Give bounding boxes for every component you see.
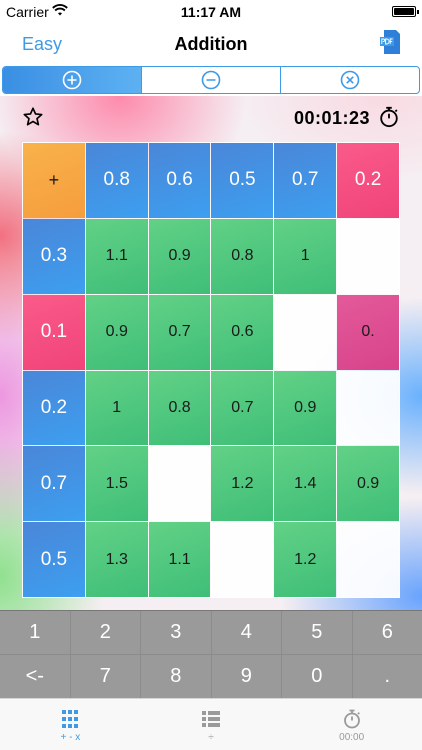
row-header: 0.7 (23, 446, 85, 522)
answer-input-cell[interactable] (337, 370, 399, 446)
number-keypad: 1 2 3 4 5 6 <- 7 8 9 0. (0, 610, 422, 698)
operator-cell: + (23, 143, 85, 218)
answer-input-cell[interactable] (337, 522, 399, 597)
wifi-icon (52, 3, 68, 20)
operation-selector (2, 66, 420, 94)
key-2[interactable]: 2 (70, 611, 140, 654)
tab-bar: + - x ÷ 00:00 (0, 698, 422, 750)
game-board: 00:01:23 +0.8 0.6 0.5 0.7 0.2 0.3 1.1 0.9 0.8 1 0.… (0, 96, 422, 610)
page-title: Addition (174, 34, 248, 54)
tab-timer[interactable]: 00:00 (281, 699, 422, 750)
row-header: 0.5 (23, 522, 85, 597)
key-3[interactable]: 3 (141, 611, 211, 654)
answer-cell: 1.4 (274, 446, 337, 522)
stopwatch-icon (378, 106, 400, 128)
answer-cell: 0.9 (274, 370, 337, 446)
column-header: 0.2 (337, 143, 399, 218)
stopwatch-icon (343, 709, 360, 729)
list-icon (202, 711, 220, 727)
tab-operations-label: + - x (60, 732, 81, 743)
answer-cell: 0.7 (148, 294, 211, 370)
key-6[interactable]: 6 (352, 611, 422, 654)
addition-table: +0.8 0.6 0.5 0.7 0.2 0.3 1.1 0.9 0.8 1 0.1 0.9 0.7 0.… (22, 142, 400, 598)
navigation-bar: Easy Addition (0, 24, 422, 64)
answer-cell: 0.9 (337, 446, 399, 522)
answer-cell: 0.7 (211, 370, 274, 446)
minus-circle-icon (201, 70, 221, 90)
key-8[interactable]: 8 (141, 655, 211, 698)
times-circle-icon (340, 70, 360, 90)
key-4[interactable]: 4 (211, 611, 281, 654)
column-header: 0.7 (274, 143, 337, 218)
answer-cell: 0.9 (85, 294, 148, 370)
answer-input-cell[interactable] (148, 446, 211, 522)
answer-cell: 1.1 (85, 218, 148, 294)
pdf-icon[interactable] (380, 30, 400, 54)
row-header: 0.1 (23, 294, 85, 370)
carrier-label: Carrier (6, 4, 49, 20)
column-header: 0.6 (148, 143, 211, 218)
row-header: 0.2 (23, 370, 85, 446)
segment-subtraction[interactable] (141, 67, 280, 93)
difficulty-button[interactable]: Easy (22, 34, 63, 54)
status-bar: Carrier 11:17 AM (0, 0, 422, 24)
answer-cell: 0.8 (148, 370, 211, 446)
key-0[interactable]: 0 (282, 655, 352, 698)
key-7[interactable]: 7 (70, 655, 140, 698)
tab-timer-label: 00:00 (339, 732, 365, 743)
segment-addition[interactable] (3, 67, 141, 93)
answer-cell: 1.2 (274, 522, 337, 597)
answer-input-cell[interactable] (211, 522, 274, 597)
answer-cell: 0.8 (211, 218, 274, 294)
answer-cell: 1.3 (85, 522, 148, 597)
tab-operations[interactable]: + - x (0, 699, 141, 750)
answer-cell: 1 (274, 218, 337, 294)
answer-input-cell[interactable] (274, 294, 337, 370)
answer-cell: 0.6 (211, 294, 274, 370)
segment-multiplication[interactable] (280, 67, 419, 93)
grid-icon (62, 710, 79, 728)
backspace-key[interactable]: <- (0, 655, 70, 698)
answer-cell: 1 (85, 370, 148, 446)
key-9[interactable]: 9 (211, 655, 281, 698)
column-header: 0.8 (85, 143, 148, 218)
elapsed-timer: 00:01:23 (293, 108, 370, 128)
plus-circle-icon (62, 70, 82, 90)
answer-cell: 1.1 (148, 522, 211, 597)
battery-icon (392, 6, 419, 17)
answer-cell: 0.9 (148, 218, 211, 294)
column-header: 0.5 (211, 143, 274, 218)
key-1[interactable]: 1 (0, 611, 70, 654)
answer-input-cell[interactable]: 0. (337, 294, 399, 370)
decimal-key[interactable]: . (352, 655, 422, 698)
tab-division[interactable]: ÷ (141, 699, 282, 750)
tab-division-label: ÷ (208, 732, 214, 743)
star-icon[interactable] (22, 106, 44, 128)
answer-cell: 1.5 (85, 446, 148, 522)
key-5[interactable]: 5 (282, 611, 352, 654)
answer-input-cell[interactable] (337, 218, 399, 294)
answer-cell: 1.2 (211, 446, 274, 522)
clock-label: 11:17 AM (180, 4, 242, 20)
row-header: 0.3 (23, 218, 85, 294)
